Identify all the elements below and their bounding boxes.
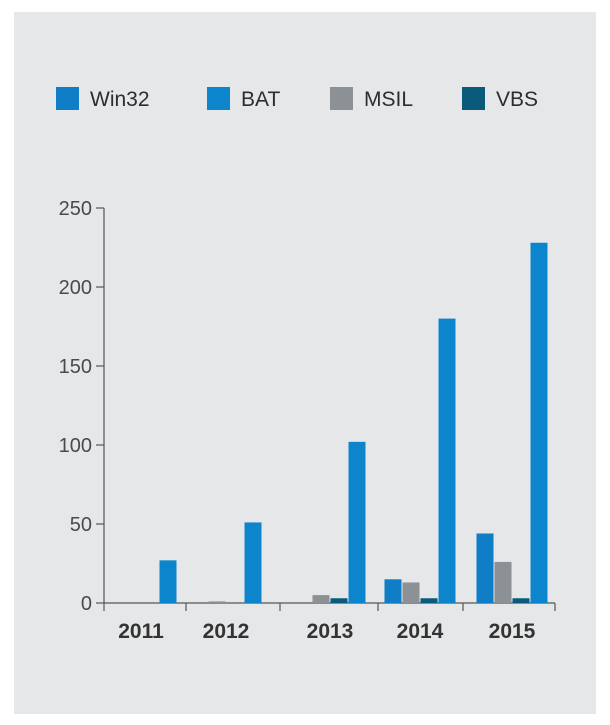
- x-tick-label: 2011: [118, 620, 164, 643]
- x-tick-label: 2015: [489, 620, 536, 643]
- y-tick-label: 0: [81, 593, 92, 615]
- bar-msil-2015: [494, 561, 512, 603]
- y-tick-label: 250: [59, 198, 92, 220]
- legend-label-vbs: VBS: [496, 88, 538, 111]
- bar-msil-2014: [402, 582, 420, 603]
- legend: Win32 BAT MSIL VBS: [56, 87, 538, 111]
- x-tick-label: 2013: [307, 620, 354, 643]
- bar-vbs-2014: [420, 598, 438, 603]
- x-ticks: 2011 2012 2013 2014 2015: [103, 603, 556, 643]
- y-tick-label: 50: [70, 514, 92, 536]
- y-tick-label: 200: [59, 277, 92, 299]
- bar-vbs-2015: [512, 598, 530, 603]
- y-tick-label: 150: [59, 356, 92, 378]
- x-tick-label: 2012: [203, 620, 250, 643]
- x-tick-label: 2014: [397, 620, 444, 643]
- legend-swatch-msil: [330, 87, 353, 110]
- bar-win32-2015: [476, 533, 494, 603]
- bar-bat-2012: [244, 522, 262, 603]
- y-ticks: 0 50 100 150 200 250: [59, 198, 104, 615]
- bar-msil-2012: [208, 601, 226, 603]
- bar-win32-2014: [384, 579, 402, 603]
- bar-bat-2015: [530, 242, 548, 603]
- legend-swatch-win32: [56, 87, 79, 110]
- bar-bat-2013: [348, 441, 366, 603]
- legend-label-win32: Win32: [90, 88, 150, 111]
- y-tick-label: 100: [59, 435, 92, 457]
- bar-msil-2013: [312, 595, 330, 603]
- legend-label-bat: BAT: [241, 88, 280, 111]
- bar-bat-2014: [438, 318, 456, 603]
- bars: [159, 242, 548, 603]
- legend-swatch-bat: [207, 87, 230, 110]
- legend-swatch-vbs: [462, 87, 485, 110]
- legend-label-msil: MSIL: [364, 88, 413, 111]
- bar-bat-2011: [159, 560, 177, 603]
- bar-vbs-2013: [330, 598, 348, 603]
